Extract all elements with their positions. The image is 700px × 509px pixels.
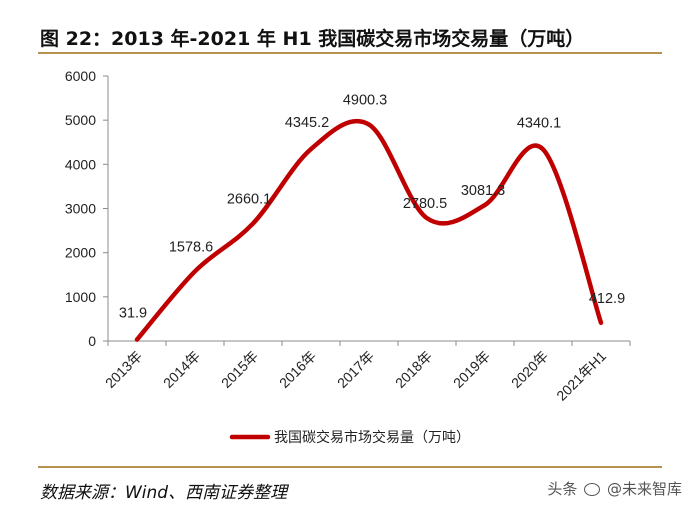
x-tick-label: 2021年H1 [553, 348, 609, 404]
data-label: 412.9 [589, 291, 625, 307]
data-label: 2780.5 [403, 196, 447, 212]
data-label: 1578.6 [169, 239, 213, 255]
x-tick-label: 2014年 [160, 348, 203, 391]
data-label: 31.9 [119, 306, 147, 322]
y-tick-label: 3000 [65, 201, 96, 217]
x-tick-label: 2015年 [218, 348, 261, 391]
series-line [134, 118, 604, 342]
data-label: 4340.1 [517, 115, 561, 131]
figure-title: 图 22：2013 年-2021 年 H1 我国碳交易市场交易量（万吨） [40, 28, 585, 50]
watermark-name: @未来智库 [606, 480, 682, 498]
legend-label: 我国碳交易市场交易量（万吨） [274, 429, 470, 446]
title-rule [38, 52, 662, 54]
y-tick-label: 4000 [65, 156, 96, 172]
watermark-prefix: 头条 [547, 480, 578, 498]
data-label: 3081.3 [461, 183, 505, 199]
x-tick-label: 2013年 [102, 348, 145, 391]
x-tick-label: 2019年 [450, 348, 493, 391]
source-rule [38, 466, 662, 468]
data-label: 4345.2 [285, 115, 329, 131]
wechat-icon [584, 483, 601, 496]
y-tick-label: 1000 [65, 289, 96, 305]
x-tick-label: 2017年 [334, 348, 377, 391]
x-tick-label: 2020年 [508, 348, 551, 391]
data-label: 2660.1 [227, 192, 271, 208]
y-tick-label: 0 [88, 333, 96, 349]
x-tick-label: 2016年 [276, 348, 319, 391]
x-tick-label: 2018年 [392, 348, 435, 391]
y-tick-label: 5000 [65, 112, 96, 128]
y-tick-label: 6000 [65, 68, 96, 84]
source-note: 数据来源：Wind、西南证券整理 [40, 483, 288, 503]
data-label: 4900.3 [343, 93, 387, 109]
watermark: 头条 @未来智库 [547, 478, 682, 499]
y-tick-label: 2000 [65, 245, 96, 261]
